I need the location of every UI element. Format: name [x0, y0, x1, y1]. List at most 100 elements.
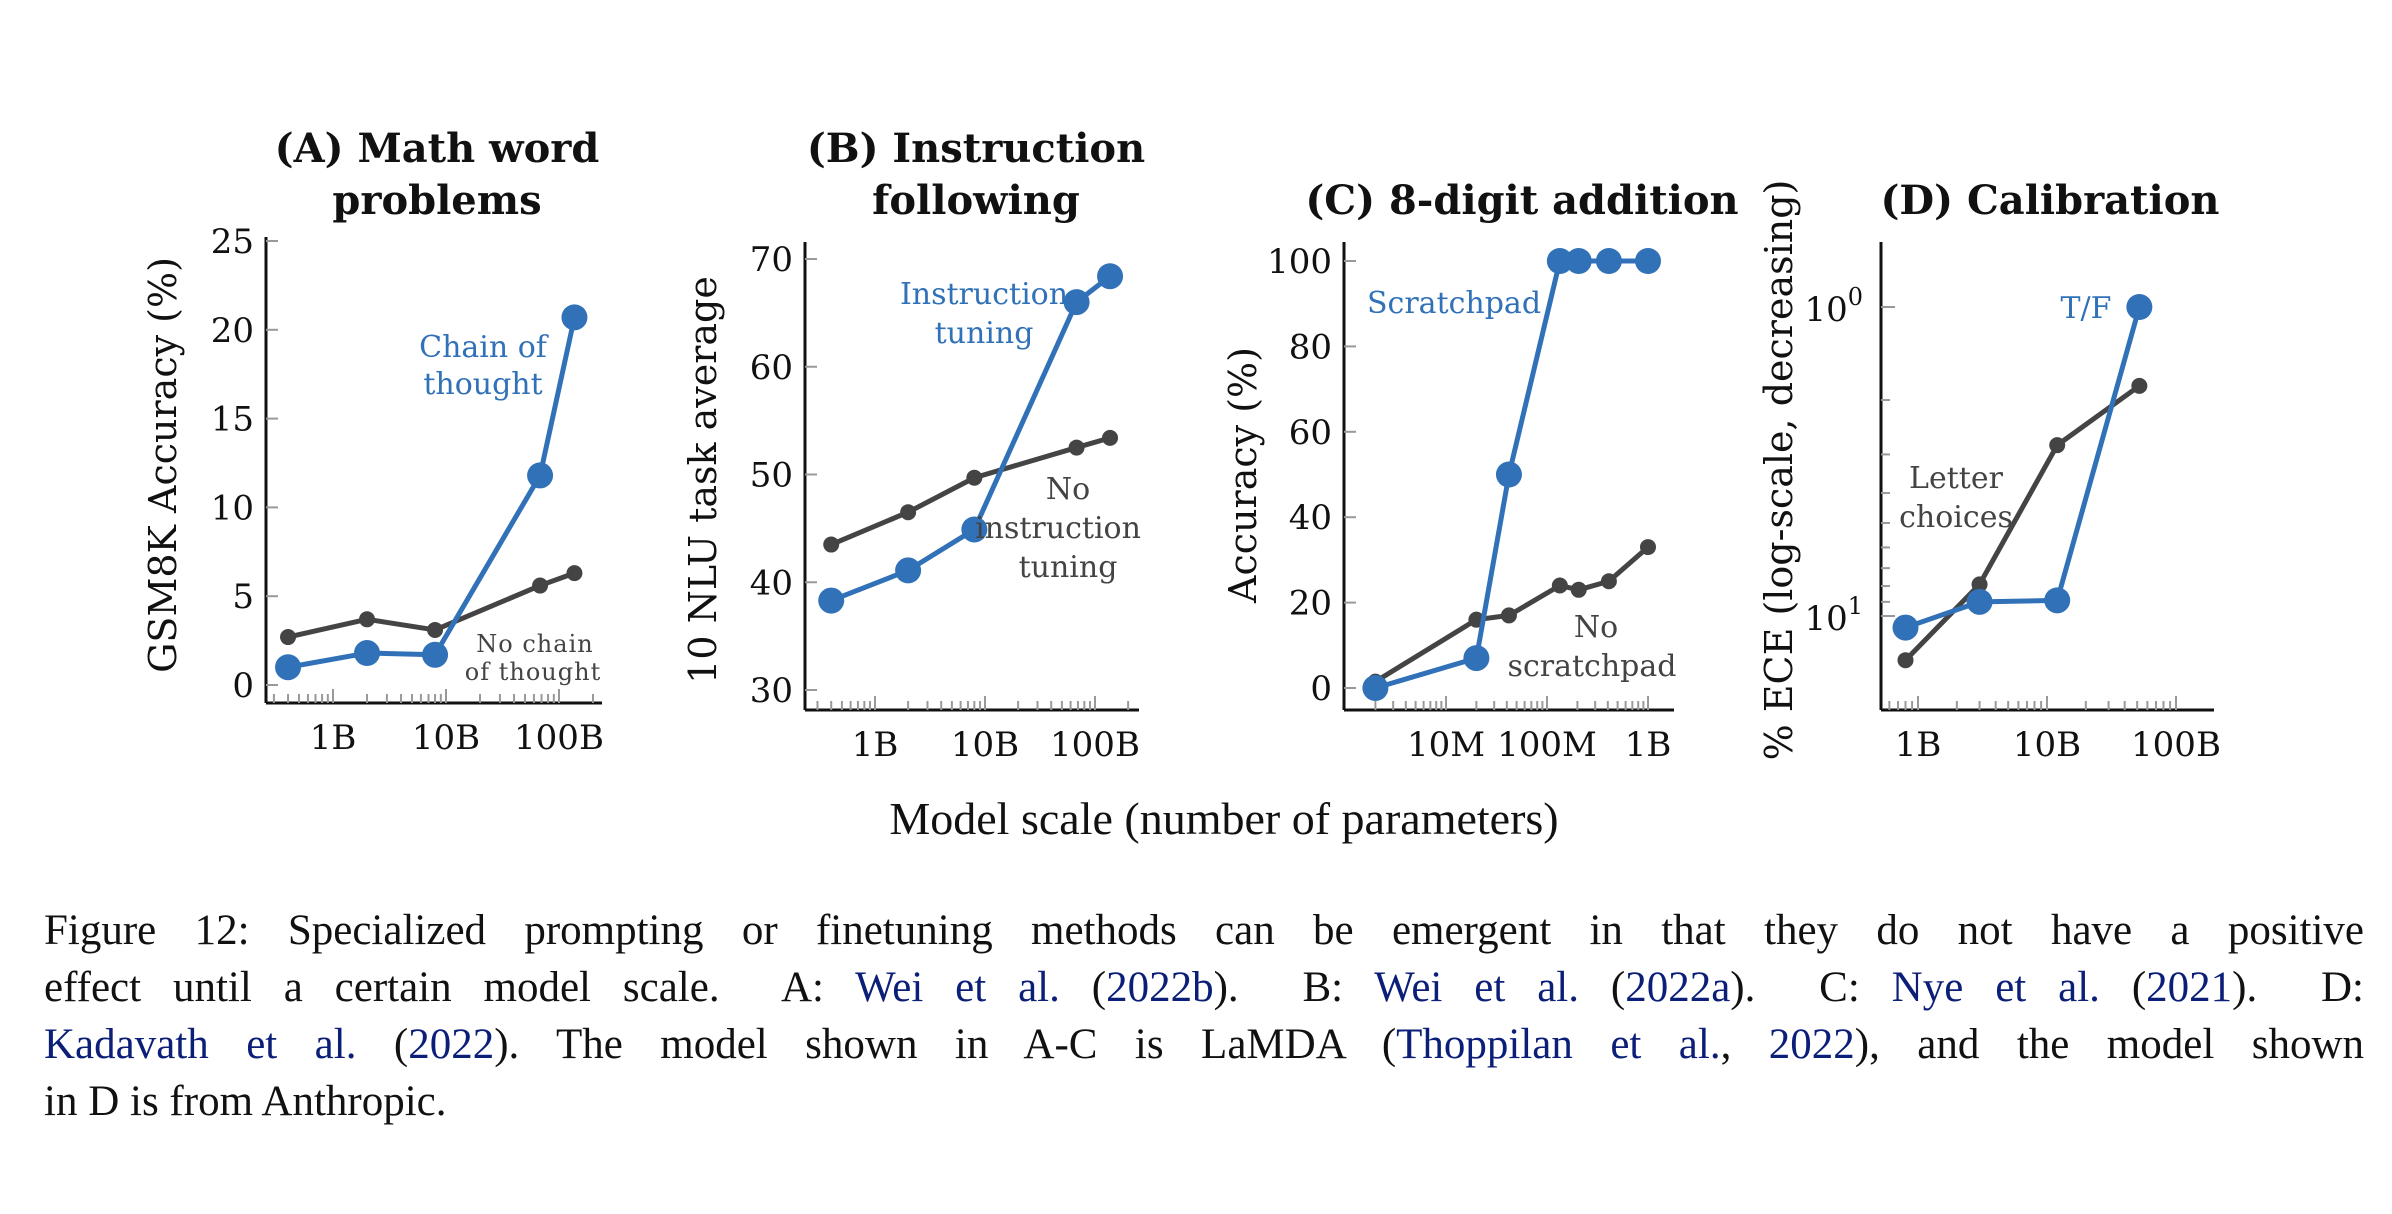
panel-c-8-digit-addition: (C) 8-digit addition Accuracy (%) 10M 100…: [1221, 177, 1739, 765]
citation-link[interactable]: Nye et al.: [1891, 964, 2100, 1011]
panel-b-annotation-no-instruction-line2: instruction: [975, 511, 1141, 546]
panel-a-plot-area: 1B 10B 100B 0 5 10 15 20 25: [211, 222, 604, 758]
x-tick-label: 1B: [1625, 725, 1672, 765]
panel-d-calibration: (D) Calibration % ECE (log-scale, decrea…: [1757, 177, 2221, 765]
panel-b-title-line1: (B) Instruction: [807, 125, 1145, 172]
data-point-no-instruction-tuning: [966, 469, 983, 486]
panel-c-annotation-no-scratchpad-line1: No: [1574, 610, 1618, 645]
data-point-instruction-tuning: [895, 557, 922, 584]
data-point-no-instruction-tuning: [900, 504, 917, 521]
y-tick-label: 0: [1310, 669, 1332, 709]
series-line-t-f: [1904, 306, 2142, 630]
panel-c-y-axis-label: Accuracy (%): [1221, 347, 1265, 604]
citation-link[interactable]: Thoppilan et al.: [1396, 1021, 1721, 1068]
y-tick-label: 70: [750, 240, 793, 280]
y-tick-label: 80: [1289, 327, 1332, 367]
data-point-instruction-tuning: [1063, 289, 1090, 316]
y-tick-label-base: 10: [1804, 599, 1847, 639]
caption-text: in D is from Anthropic.: [44, 1078, 447, 1125]
panel-b-annotation-instruction-tuning-line1: Instruction: [900, 277, 1068, 312]
y-tick-label: 60: [750, 348, 793, 388]
caption-line: in D is from Anthropic.: [44, 1073, 2364, 1130]
data-point-scratchpad: [1463, 645, 1490, 672]
citation-link[interactable]: 2021: [2146, 964, 2233, 1011]
citation-link[interactable]: Wei et al.: [855, 964, 1060, 1011]
y-tick-label: 50: [750, 456, 793, 496]
x-tick-label: 100B: [1050, 725, 1140, 765]
y-tick-label: 101: [1804, 592, 1863, 639]
data-point-t-f: [1892, 614, 1919, 641]
panel-a-title-line1: (A) Math word: [275, 125, 600, 172]
data-point-scratchpad: [1565, 248, 1592, 274]
y-tick-label: 100: [1267, 242, 1332, 282]
panel-b-annotation-no-instruction-line3: tuning: [1019, 550, 1118, 585]
panel-c-title: (C) 8-digit addition: [1305, 177, 1738, 224]
caption-text: (: [1578, 964, 1626, 1011]
y-tick-label: 5: [232, 577, 254, 617]
x-tick-label: 100B: [514, 718, 604, 758]
panel-a-annotation-chain-of-thought-line2: thought: [423, 367, 542, 402]
data-point-t-f: [2126, 294, 2153, 320]
panel-b-plot-area: 1B 10B 100B 30 40 50 60 70: [750, 240, 1140, 765]
panel-a-annotation-no-chain-line2: of thought: [465, 658, 601, 686]
panel-d-title: (D) Calibration: [1880, 177, 2219, 224]
y-tick-label: 40: [750, 563, 793, 603]
panel-b-annotation-instruction-tuning-line2: tuning: [935, 316, 1034, 351]
x-tick-label: 1B: [310, 718, 357, 758]
data-point-instruction-tuning: [961, 516, 988, 543]
panel-b-title-line2: following: [872, 177, 1080, 224]
caption-text: (: [1059, 964, 1107, 1011]
data-point-no-scratchpad: [1570, 581, 1587, 598]
data-point-chain-of-thought: [527, 462, 554, 489]
x-tick-label: 10B: [412, 718, 480, 758]
panel-c-annotation-scratchpad: Scratchpad: [1367, 286, 1541, 321]
panel-d-y-axis-label: % ECE (log-scale, decreasing): [1757, 180, 1801, 761]
panel-a-y-axis-label: GSM8K Accuracy (%): [141, 257, 185, 673]
caption-line: Kadavath et al. (2022). The model shown …: [44, 1016, 2364, 1073]
caption-text: (: [356, 1021, 409, 1068]
panel-b-instruction-following: (B) Instruction following 10 NLU task av…: [681, 125, 1145, 765]
citation-link[interactable]: 2022b: [1106, 964, 1214, 1011]
y-tick-label: 15: [211, 400, 254, 440]
caption-text: ). D:: [2232, 964, 2364, 1011]
data-point-chain-of-thought: [354, 640, 381, 667]
data-point-no-scratchpad: [1600, 573, 1617, 590]
data-point-scratchpad: [1495, 461, 1522, 488]
data-point-letter-choices: [1897, 652, 1914, 669]
citation-link[interactable]: 2022: [408, 1021, 495, 1068]
panel-b-y-axis-label: 10 NLU task average: [681, 276, 725, 684]
data-point-no-instruction-tuning: [823, 536, 840, 553]
data-point-no-chain-of-thought: [532, 577, 549, 594]
x-tick-label: 10B: [2013, 725, 2081, 765]
citation-link[interactable]: 2022: [1768, 1021, 1855, 1068]
y-tick-label-base: 10: [1804, 290, 1847, 330]
x-tick-label: 10B: [951, 725, 1019, 765]
y-tick-label: 25: [211, 222, 254, 262]
caption-text: Figure 12: Specialized prompting or fine…: [44, 907, 2364, 954]
y-tick-label: 60: [1289, 413, 1332, 453]
citation-link[interactable]: Kadavath et al.: [44, 1021, 357, 1068]
caption-text: ). The model shown in A-C is LaMDA (: [494, 1021, 1397, 1068]
data-point-no-instruction-tuning: [1068, 439, 1085, 456]
x-tick-label: 10M: [1407, 725, 1485, 765]
data-point-no-scratchpad: [1551, 577, 1568, 594]
y-tick-label: 0: [232, 666, 254, 706]
caption-text: ,: [1720, 1021, 1769, 1068]
y-tick-label: 40: [1289, 498, 1332, 538]
citation-link[interactable]: Wei et al.: [1374, 964, 1579, 1011]
figure-caption: Figure 12: Specialized prompting or fine…: [44, 902, 2364, 1130]
citation-link[interactable]: 2022a: [1625, 964, 1731, 1011]
y-tick-label: 30: [750, 671, 793, 711]
data-point-letter-choices: [2131, 377, 2148, 394]
data-point-no-scratchpad: [1640, 539, 1656, 556]
panel-c-plot-area: 10M 100M 1B 0 20 40 60 80 100: [1267, 242, 1674, 765]
data-point-no-chain-of-thought: [427, 621, 444, 638]
data-point-letter-choices: [2049, 437, 2066, 454]
data-point-instruction-tuning: [1097, 263, 1124, 290]
panel-a-math-word-problems: (A) Math word problems GSM8K Accuracy (%…: [141, 125, 604, 758]
data-point-no-chain-of-thought: [359, 611, 376, 628]
data-point-no-chain-of-thought: [280, 629, 297, 646]
series-line-letter-choices: [1903, 383, 2141, 662]
